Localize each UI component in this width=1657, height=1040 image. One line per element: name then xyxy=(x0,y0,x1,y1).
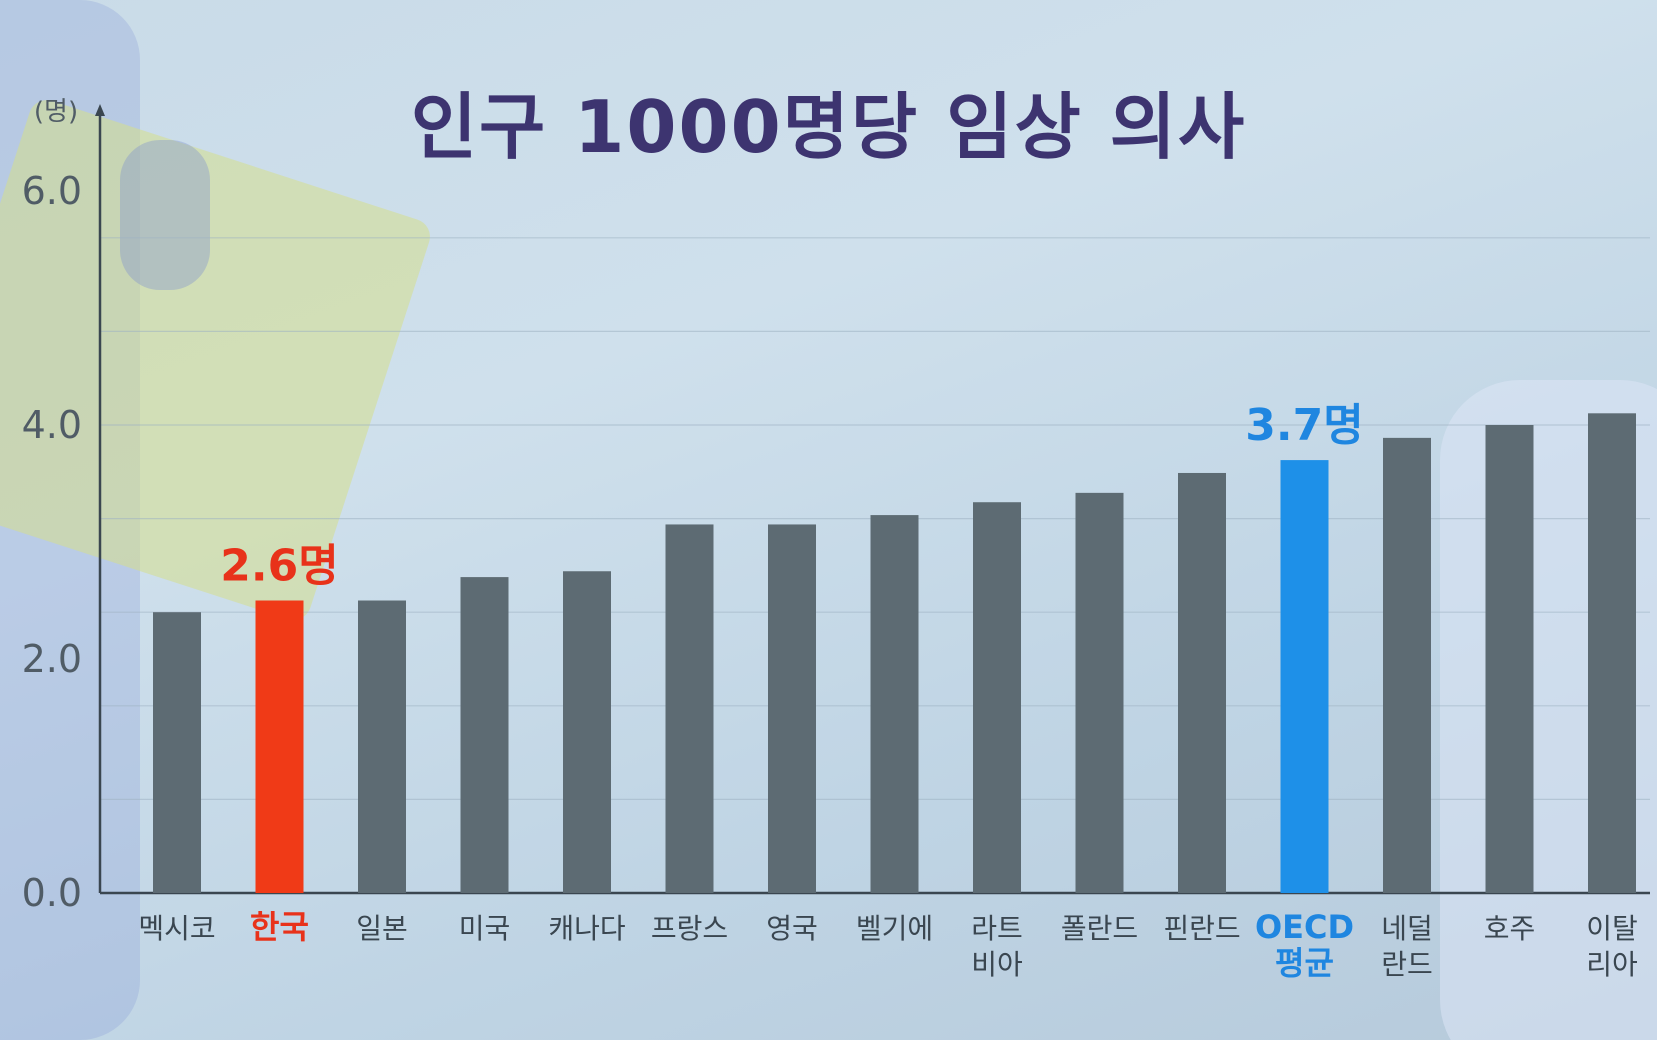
category-label: 란드 xyxy=(1381,948,1433,981)
chart-title: 인구 1000명당 임상 의사 xyxy=(410,85,1247,169)
bar xyxy=(358,600,406,893)
category-label: 비아 xyxy=(971,948,1023,981)
bar xyxy=(665,524,714,893)
bar xyxy=(1383,437,1431,893)
bar xyxy=(153,612,201,893)
category-label: 한국 xyxy=(250,908,309,946)
y-tick-label: 4.0 xyxy=(22,403,82,447)
category-label: 핀란드 xyxy=(1163,912,1240,945)
data-label: 3.7명 xyxy=(1245,400,1363,451)
bar xyxy=(973,502,1021,893)
y-axis-arrow xyxy=(95,104,105,116)
y-tick-label: 0.0 xyxy=(22,871,82,915)
y-axis-unit-label: (명) xyxy=(34,97,78,127)
bar xyxy=(1280,460,1329,893)
category-label: 라트 xyxy=(971,912,1023,945)
bar xyxy=(768,524,816,893)
bar xyxy=(255,600,304,893)
category-label: 프랑스 xyxy=(651,912,728,945)
category-label: OECD xyxy=(1255,908,1354,946)
category-label: 일본 xyxy=(356,912,408,945)
category-label: 네덜 xyxy=(1381,912,1433,945)
category-label: 리아 xyxy=(1586,948,1638,981)
category-label: 영국 xyxy=(766,912,818,945)
bar xyxy=(1075,492,1124,893)
bar xyxy=(1588,413,1636,893)
category-label: 호주 xyxy=(1484,912,1536,945)
bar xyxy=(563,571,611,893)
y-tick-label: 6.0 xyxy=(22,169,82,213)
bar xyxy=(870,515,919,893)
category-label: 벨기에 xyxy=(856,912,933,945)
bar xyxy=(1178,472,1226,893)
data-label: 2.6명 xyxy=(220,541,338,592)
category-label: 폴란드 xyxy=(1061,912,1138,945)
category-label: 멕시코 xyxy=(138,912,215,945)
category-label: 미국 xyxy=(459,912,511,945)
y-tick-label: 2.0 xyxy=(22,637,82,681)
category-label: 이탈 xyxy=(1586,912,1638,945)
bar xyxy=(1485,425,1534,893)
bar xyxy=(460,577,509,893)
category-label: 평균 xyxy=(1275,944,1334,982)
category-label: 캐나다 xyxy=(548,912,625,945)
